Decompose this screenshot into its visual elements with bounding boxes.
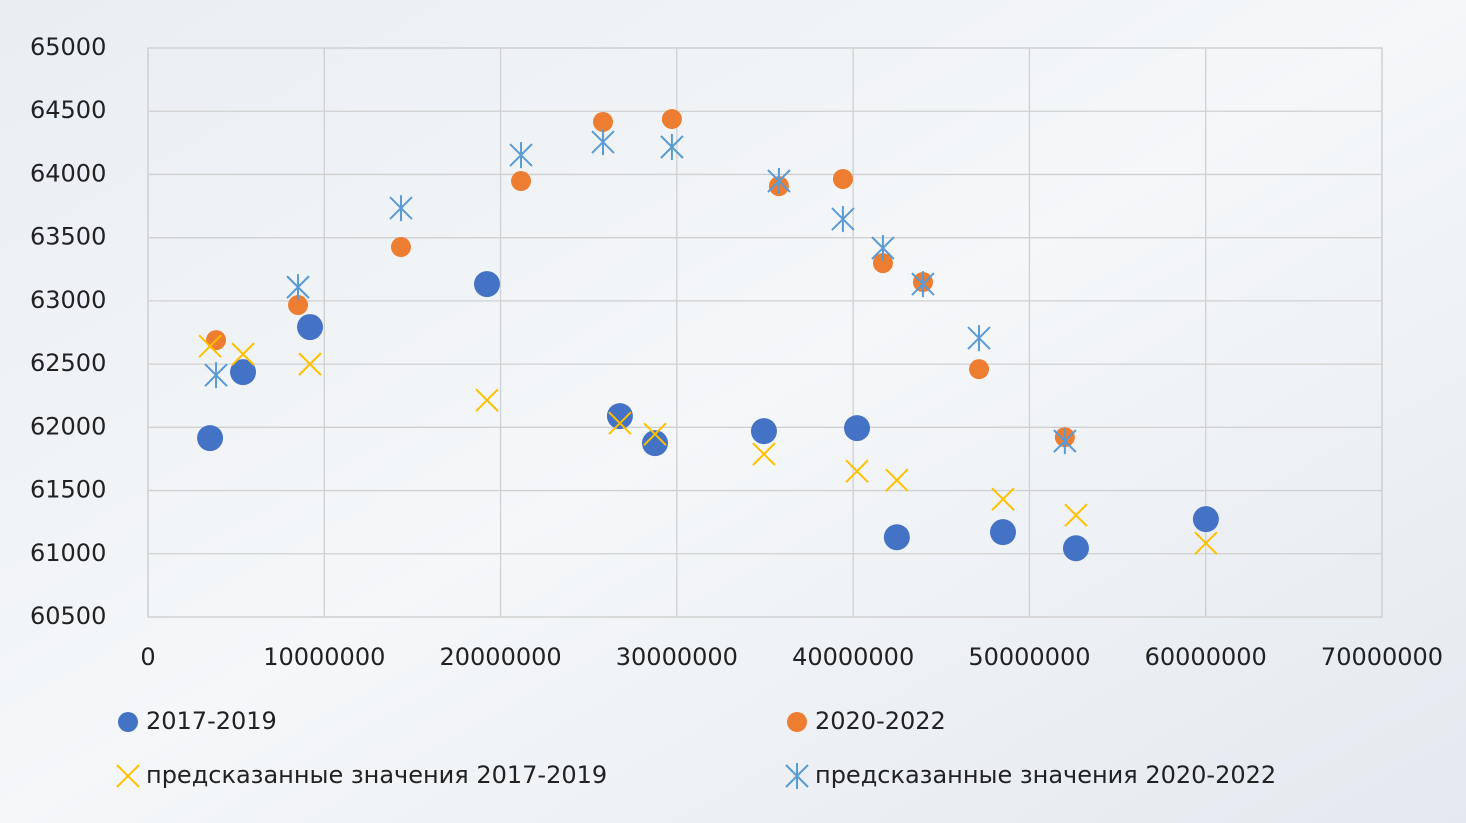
legend-label: 2017-2019 (146, 707, 277, 735)
y-tick-label: 65000 (30, 33, 106, 61)
legend-marker (118, 712, 138, 732)
marker (662, 109, 682, 129)
dot (884, 524, 910, 550)
dot (474, 271, 500, 297)
marker (884, 524, 910, 550)
marker (990, 519, 1016, 545)
marker (833, 169, 853, 189)
x-tick-label: 60000000 (1145, 643, 1267, 671)
y-tick-label: 63500 (30, 223, 106, 251)
x-tick-label: 50000000 (968, 643, 1090, 671)
marker (593, 112, 613, 132)
legend-label: предсказанные значения 2020-2022 (815, 761, 1276, 789)
y-tick-label: 60500 (30, 602, 106, 630)
y-tick-label: 64500 (30, 96, 106, 124)
marker (1063, 535, 1089, 561)
legend-label: 2020-2022 (815, 707, 946, 735)
dot (118, 712, 138, 732)
dot (593, 112, 613, 132)
x-tick-label: 30000000 (616, 643, 738, 671)
x-tick-label: 40000000 (792, 643, 914, 671)
dot (662, 109, 682, 129)
dot (751, 418, 777, 444)
dot (391, 237, 411, 257)
dot (607, 403, 633, 429)
marker (969, 359, 989, 379)
y-tick-label: 61500 (30, 476, 106, 504)
x-tick-label: 70000000 (1321, 643, 1443, 671)
marker (844, 415, 870, 441)
marker (391, 237, 411, 257)
legend-marker (787, 712, 807, 732)
y-tick-label: 62500 (30, 349, 106, 377)
x-tick-label: 20000000 (439, 643, 561, 671)
x-tick-label: 10000000 (263, 643, 385, 671)
dot (844, 415, 870, 441)
dot (787, 712, 807, 732)
marker (474, 271, 500, 297)
dot (1063, 535, 1089, 561)
dot (833, 169, 853, 189)
marker (511, 171, 531, 191)
y-tick-label: 64000 (30, 159, 106, 187)
marker (751, 418, 777, 444)
background (0, 0, 1466, 823)
y-tick-label: 63000 (30, 286, 106, 314)
dot (969, 359, 989, 379)
dot (990, 519, 1016, 545)
y-tick-label: 62000 (30, 412, 106, 440)
dot (197, 425, 223, 451)
x-tick-label: 0 (140, 643, 155, 671)
dot (511, 171, 531, 191)
marker (297, 314, 323, 340)
y-tick-label: 61000 (30, 539, 106, 567)
marker (197, 425, 223, 451)
dot (297, 314, 323, 340)
chart: 2017-2019 2020-2022 предсказанные значен… (0, 0, 1466, 823)
legend-label: предсказанные значения 2017-2019 (146, 761, 607, 789)
marker (1193, 506, 1219, 532)
marker (607, 403, 633, 429)
dot (1193, 506, 1219, 532)
